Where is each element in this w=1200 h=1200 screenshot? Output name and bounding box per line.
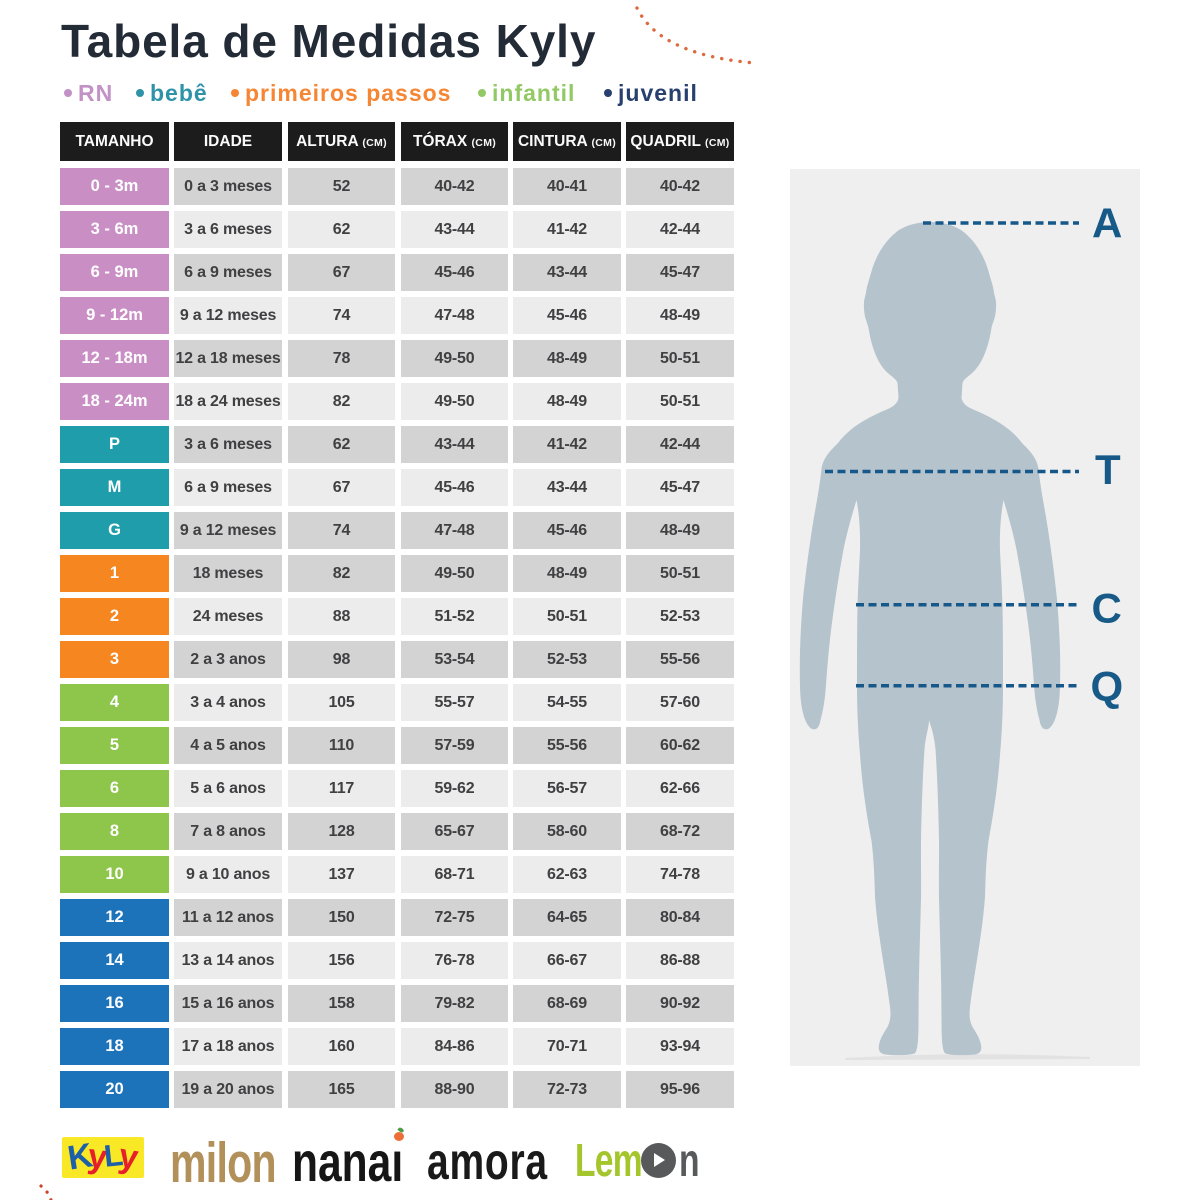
svg-text:Q: Q — [1091, 663, 1124, 710]
svg-text:T: T — [1095, 446, 1121, 493]
svg-text:C: C — [1092, 585, 1122, 632]
svg-text:A: A — [1092, 200, 1122, 247]
